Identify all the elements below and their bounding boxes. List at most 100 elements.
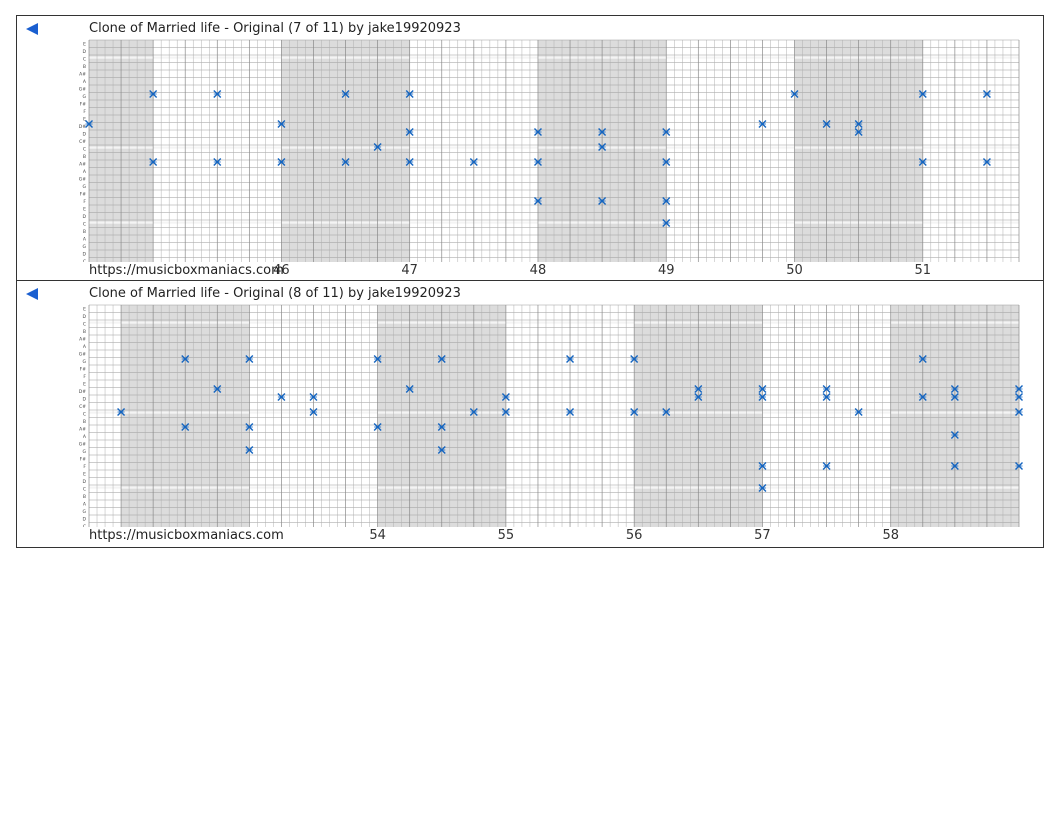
- note-label: E: [83, 382, 86, 388]
- note-mark: [598, 197, 607, 205]
- note-mark: [341, 158, 350, 166]
- note-mark: [341, 90, 350, 98]
- note-mark: [405, 128, 414, 136]
- note-label: G: [83, 449, 87, 455]
- note-label: G: [83, 184, 87, 190]
- note-mark: [822, 120, 831, 128]
- note-mark: [662, 197, 671, 205]
- note-label: A#: [79, 337, 86, 343]
- measure-number: 47: [401, 263, 418, 278]
- note-mark: [213, 158, 222, 166]
- note-label: G#: [79, 442, 86, 448]
- measure-number: 58: [882, 528, 899, 543]
- note-mark: [854, 120, 863, 128]
- note-label: B: [83, 329, 86, 335]
- note-mark: [277, 393, 286, 401]
- note-label: D: [83, 314, 87, 320]
- note-label: G: [83, 94, 87, 100]
- note-label: B: [83, 494, 86, 500]
- strip-title: Clone of Married life - Original (8 of 1…: [89, 286, 461, 301]
- note-mark: [501, 408, 510, 416]
- note-mark: [950, 393, 959, 401]
- note-label: D#: [79, 124, 86, 130]
- note-label: D: [83, 517, 87, 523]
- strip-title: Clone of Married life - Original (7 of 1…: [89, 21, 461, 36]
- note-mark: [918, 90, 927, 98]
- note-label: A: [83, 344, 87, 350]
- note-label: C: [83, 322, 86, 328]
- note-label: C#: [79, 404, 86, 410]
- note-label: F#: [80, 192, 87, 198]
- note-mark: [822, 385, 831, 393]
- note-mark: [758, 393, 767, 401]
- note-label: C: [83, 487, 86, 493]
- note-mark: [694, 385, 703, 393]
- note-mark: [533, 158, 542, 166]
- note-mark: [245, 355, 254, 363]
- note-mark: [566, 408, 575, 416]
- note-mark: [245, 446, 254, 454]
- note-label: A: [83, 434, 87, 440]
- note-label: D: [83, 397, 87, 403]
- note-mark: [277, 120, 286, 128]
- note-mark: [437, 423, 446, 431]
- note-mark: [1015, 462, 1023, 470]
- note-label: A#: [79, 427, 86, 433]
- note-label: A#: [79, 72, 86, 78]
- note-mark: [630, 355, 639, 363]
- note-mark: [469, 408, 478, 416]
- note-label: D: [83, 49, 87, 55]
- note-mark: [277, 158, 286, 166]
- note-mark: [662, 158, 671, 166]
- note-mark: [854, 128, 863, 136]
- note-mark: [117, 408, 126, 416]
- note-mark: [918, 393, 927, 401]
- note-label: E: [83, 307, 86, 313]
- note-mark: [533, 197, 542, 205]
- back-arrow-icon[interactable]: [25, 23, 41, 37]
- note-mark: [533, 128, 542, 136]
- note-mark: [405, 385, 414, 393]
- note-mark: [309, 408, 318, 416]
- note-label: D#: [79, 389, 86, 395]
- note-label: G#: [79, 177, 86, 183]
- note-mark: [85, 120, 93, 128]
- note-label: C: [83, 147, 86, 153]
- note-mark: [822, 393, 831, 401]
- measure-number: 50: [786, 263, 803, 278]
- note-label: D: [83, 214, 87, 220]
- note-label: F#: [80, 457, 87, 463]
- note-mark: [1015, 385, 1023, 393]
- note-mark: [598, 128, 607, 136]
- score-strip-8: Clone of Married life - Original (8 of 1…: [16, 281, 1044, 548]
- note-mark: [758, 120, 767, 128]
- measure-number: 56: [625, 528, 643, 543]
- note-label: B: [83, 419, 86, 425]
- note-mark: [918, 355, 927, 363]
- note-mark: [662, 408, 671, 416]
- note-mark: [662, 219, 671, 227]
- back-arrow-icon[interactable]: [25, 288, 41, 302]
- note-mark: [758, 385, 767, 393]
- note-label: C: [83, 524, 86, 527]
- note-mark: [213, 385, 222, 393]
- note-label: A: [83, 502, 87, 508]
- note-label: B: [83, 64, 86, 70]
- note-mark: [469, 158, 478, 166]
- note-mark: [950, 431, 959, 439]
- note-mark: [982, 158, 991, 166]
- note-label: F#: [80, 102, 87, 108]
- site-url: https://musicboxmaniacs.com: [89, 263, 284, 278]
- measure-number: 54: [369, 528, 386, 543]
- note-mark: [501, 393, 510, 401]
- note-label: C: [83, 412, 86, 418]
- note-mark: [405, 158, 414, 166]
- note-mark: [181, 355, 190, 363]
- note-mark: [437, 446, 446, 454]
- note-label: E: [83, 117, 86, 123]
- note-mark: [181, 423, 190, 431]
- note-mark: [373, 355, 382, 363]
- note-mark: [598, 143, 607, 151]
- note-mark: [566, 355, 575, 363]
